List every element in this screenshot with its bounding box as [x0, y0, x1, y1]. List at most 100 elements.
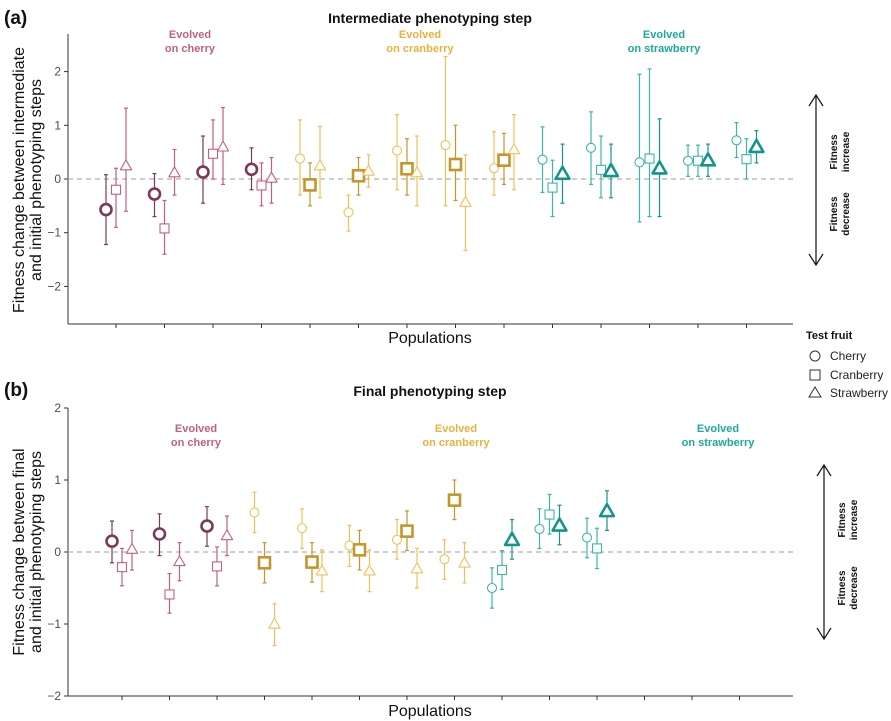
panel-b-group-cherry-line1: Evolved	[175, 423, 217, 435]
panel-b-point-cranberry	[400, 524, 414, 538]
panel-b-point-cranberry	[164, 589, 175, 600]
panel-a-title: Intermediate phenotyping step	[328, 10, 532, 26]
panel-a-group-cranberry-line1: Evolved	[399, 29, 441, 41]
panel-a-point-cranberry	[110, 184, 122, 195]
panel-a-ylabel-line1: Fitness change between intermediate	[11, 47, 28, 313]
panel-a-point-cranberry	[256, 180, 267, 191]
panel-a-point-strawberry	[748, 138, 765, 154]
svg-text:decrease: decrease	[841, 192, 852, 236]
panel-b-point-cherry	[296, 523, 308, 534]
panel-a-point-strawberry	[313, 159, 327, 171]
panel-b-point-strawberry	[173, 555, 186, 567]
legend-square-icon	[809, 369, 821, 381]
panel-a-y-tick-label: 0	[54, 172, 61, 186]
panel-a-y-tick-label: 1	[54, 118, 61, 132]
panel-b-ylabel-line1: Fitness change between final	[11, 448, 28, 655]
panel-a-point-cherry	[147, 187, 162, 201]
panel-b-point-strawberry	[125, 542, 139, 554]
panel-b-point-cranberry	[211, 561, 223, 572]
panel-b-point-cranberry	[116, 562, 128, 573]
panel-a-point-cranberry	[497, 153, 511, 168]
panel-a-point-cherry	[682, 155, 694, 166]
panel-a-point-cranberry	[159, 223, 170, 234]
panel-a-point-cherry	[244, 162, 259, 177]
panel-b-ylabel: Fitness change between final and initial…	[11, 448, 45, 655]
panel-a-group-strawberry-line1: Evolved	[643, 29, 685, 41]
panel-b-point-strawberry	[551, 517, 568, 532]
legend-item-cranberry: Cranberry	[830, 368, 883, 382]
svg-text:decrease: decrease	[849, 566, 860, 610]
panel-a-group-cherry-line2: on cherry	[165, 43, 216, 55]
panel-b-point-cranberry	[496, 564, 508, 576]
panel-a-group-cranberry-line2: on cranberry	[386, 43, 454, 55]
panel-a-point-strawberry	[216, 140, 230, 152]
panel-b-fitness-increase-label: Fitness increase	[837, 499, 860, 540]
panel-a-point-cranberry	[303, 178, 317, 192]
panel-a-point-cherry	[440, 140, 451, 151]
panel-a-fitness-increase-label: Fitness increase	[829, 131, 852, 172]
panel-b-y-tick-label: 0	[54, 545, 61, 559]
panel-a-y-tick-label: −2	[47, 279, 61, 293]
panel-a-ylabel: Fitness change between intermediate and …	[11, 47, 45, 313]
panel-a-point-cherry	[196, 165, 210, 179]
panel-b-y-tick-label: 1	[54, 473, 61, 487]
panel-a-point-cherry	[537, 154, 548, 165]
panel-a-point-cranberry	[595, 164, 607, 175]
panel-b-point-cherry	[534, 523, 545, 535]
panel-b-letter: (b)	[4, 380, 28, 401]
panel-b-point-cranberry	[544, 509, 555, 520]
panel-b-title: Final phenotyping step	[353, 383, 506, 399]
panel-a-point-cherry	[294, 153, 306, 164]
panel-b-point-strawberry	[315, 564, 329, 576]
panel-b-point-strawberry	[410, 562, 424, 574]
panel-a-group-cherry-line1: Evolved	[169, 29, 211, 41]
panel-b-point-cherry	[249, 507, 260, 518]
panel-a-point-cherry	[731, 135, 742, 146]
panel-b-point-strawberry	[363, 564, 376, 576]
panel-b-group-strawberry-line2: on strawberry	[682, 437, 756, 449]
panel-a-point-strawberry	[699, 152, 717, 167]
svg-text:increase: increase	[849, 499, 860, 540]
panel-a-point-cranberry	[741, 154, 752, 165]
panel-b-point-cherry	[105, 534, 119, 549]
panel-b-fitness-arrow	[816, 463, 832, 641]
panel-b-point-cranberry	[257, 555, 272, 570]
panel-b-point-cherry	[486, 582, 498, 594]
panel-a-point-strawberry	[119, 159, 133, 171]
panel-a-group-strawberry-line2: on strawberry	[628, 43, 702, 55]
panel-b-point-strawberry	[598, 502, 616, 518]
panel-b-ylabel-line2: and initial phenotyping steps	[28, 451, 45, 653]
panel-b-plot: −2 −1 0 1 2	[47, 401, 793, 703]
panel-a-point-cranberry	[644, 153, 655, 164]
legend-item-cherry: Cherry	[830, 349, 866, 363]
panel-a-y-tick-label: 2	[54, 65, 61, 79]
panel-b-point-cherry	[200, 519, 214, 533]
panel-a-y-tick-label: −1	[47, 226, 61, 240]
panel-a-point-cherry	[99, 202, 113, 217]
panel-b-point-strawberry	[220, 529, 234, 541]
svg-text:increase: increase	[841, 131, 852, 172]
panel-a-point-strawberry	[651, 160, 668, 175]
legend-item-strawberry: Strawberry	[830, 386, 888, 400]
panel-a-point-strawberry	[265, 171, 278, 183]
panel-a-point-strawberry	[362, 164, 375, 176]
panel-a-xlabel: Populations	[388, 330, 472, 347]
legend-triangle-icon	[808, 386, 822, 398]
panel-b-point-cranberry	[447, 493, 462, 507]
panel-a-point-strawberry	[602, 162, 620, 178]
panel-a-point-strawberry	[554, 165, 571, 181]
panel-b-point-strawberry	[268, 617, 281, 629]
svg-text:Fitness: Fitness	[829, 196, 840, 231]
panel-a-point-strawberry	[168, 166, 181, 178]
panel-b-point-cherry	[344, 540, 355, 551]
svg-text:Fitness: Fitness	[829, 134, 840, 169]
panel-a-point-strawberry	[410, 166, 424, 178]
panel-b-y-tick-label: −1	[47, 617, 61, 631]
panel-b-group-cranberry-line2: on cranberry	[422, 437, 490, 449]
panel-a-point-cranberry	[448, 157, 463, 172]
panel-b-y-tick-label: −2	[47, 689, 61, 703]
panel-b-point-strawberry	[458, 556, 471, 568]
panel-a-point-cranberry	[351, 168, 366, 183]
legend-circle-icon	[809, 350, 821, 362]
